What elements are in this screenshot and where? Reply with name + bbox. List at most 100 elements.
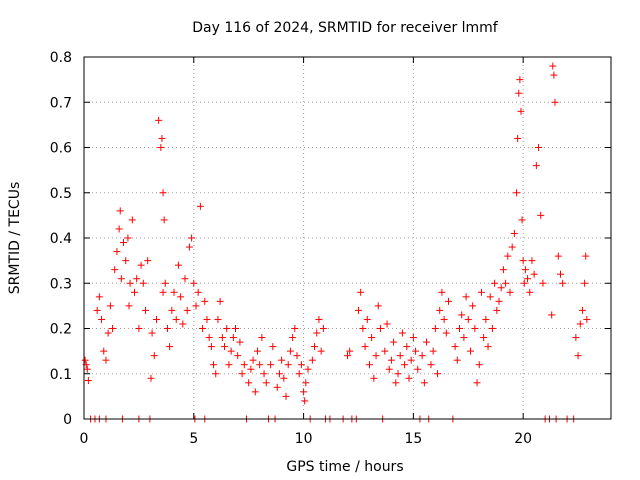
- data-point: [398, 329, 406, 337]
- data-point: [177, 293, 185, 301]
- data-point: [260, 370, 268, 378]
- data-point: [113, 248, 121, 256]
- data-point: [170, 288, 178, 296]
- data-point: [160, 216, 168, 224]
- data-point: [518, 216, 526, 224]
- y-tick-label: 0.5: [50, 186, 72, 202]
- data-point: [267, 361, 275, 369]
- data-point: [401, 361, 409, 369]
- data-point: [436, 306, 444, 314]
- data-point: [438, 288, 446, 296]
- data-point: [480, 334, 488, 342]
- data-point: [280, 374, 288, 382]
- data-point: [475, 361, 483, 369]
- data-point: [81, 356, 89, 364]
- data-point: [203, 315, 211, 323]
- x-tick-label: 5: [189, 431, 198, 447]
- data-point: [84, 377, 92, 385]
- data-point: [251, 388, 259, 396]
- data-point: [188, 234, 196, 242]
- data-point: [166, 343, 174, 351]
- data-point: [491, 279, 499, 287]
- data-point: [133, 275, 141, 283]
- data-point: [471, 325, 479, 332]
- data-point: [152, 315, 160, 323]
- data-point: [158, 134, 166, 142]
- data-point: [502, 279, 510, 287]
- data-point: [403, 343, 411, 351]
- data-point: [376, 325, 384, 332]
- data-point: [155, 116, 163, 124]
- data-point: [179, 320, 187, 328]
- x-axis-label: GPS time / hours: [286, 459, 403, 475]
- data-point: [168, 306, 176, 314]
- data-point: [141, 306, 149, 314]
- data-point: [291, 325, 299, 332]
- data-point: [192, 302, 200, 310]
- data-point: [423, 338, 431, 346]
- data-point: [185, 243, 193, 251]
- y-tick-label: 0.6: [50, 141, 72, 157]
- data-point: [247, 365, 255, 373]
- data-point: [363, 315, 371, 323]
- data-point: [315, 315, 323, 323]
- data-point: [458, 311, 466, 319]
- data-point: [282, 392, 290, 400]
- data-point: [539, 279, 547, 287]
- data-point: [300, 388, 308, 396]
- data-point: [148, 329, 156, 337]
- data-point: [245, 379, 253, 387]
- data-point: [115, 225, 123, 233]
- data-point: [520, 279, 528, 287]
- data-point: [273, 383, 281, 391]
- data-point: [381, 347, 389, 355]
- data-point: [344, 352, 351, 360]
- data-point: [429, 347, 437, 355]
- data-point: [144, 257, 152, 265]
- data-point: [559, 279, 567, 287]
- data-point: [227, 347, 235, 355]
- data-point: [232, 325, 240, 332]
- y-axis-label: SRMTID / TECUs: [7, 182, 23, 295]
- data-point: [453, 356, 461, 364]
- data-point: [572, 334, 580, 342]
- data-point: [117, 275, 125, 283]
- data-point: [95, 293, 103, 301]
- data-point: [513, 189, 521, 197]
- data-point: [418, 352, 426, 360]
- data-point: [455, 325, 463, 332]
- data-point: [100, 347, 108, 355]
- data-point: [583, 315, 591, 323]
- data-point: [576, 320, 584, 328]
- data-point: [515, 89, 523, 97]
- data-point: [554, 252, 562, 260]
- data-point: [484, 343, 492, 351]
- data-point: [218, 334, 226, 342]
- data-point: [194, 288, 202, 296]
- data-point: [181, 275, 189, 283]
- y-tick-label: 0.1: [50, 367, 72, 383]
- data-point: [528, 257, 536, 265]
- data-point: [497, 284, 505, 292]
- data-point: [284, 361, 292, 369]
- data-point: [258, 334, 266, 342]
- grid-lines: [84, 57, 611, 419]
- data-point: [135, 325, 143, 332]
- data-point: [205, 334, 213, 342]
- y-tick-label: 0.4: [50, 231, 72, 247]
- data-point: [414, 365, 422, 373]
- data-point: [370, 374, 378, 382]
- data-point: [308, 356, 316, 364]
- axis-ticks: [83, 56, 611, 420]
- data-point: [275, 370, 283, 378]
- data-point: [469, 302, 477, 310]
- data-point: [392, 379, 400, 387]
- data-point: [548, 311, 556, 319]
- data-point: [225, 361, 233, 369]
- data-point: [120, 239, 128, 247]
- data-point: [442, 329, 450, 337]
- x-tick-label: 0: [80, 431, 89, 447]
- data-point: [301, 397, 309, 405]
- data-point: [519, 257, 527, 265]
- data-point: [550, 71, 558, 79]
